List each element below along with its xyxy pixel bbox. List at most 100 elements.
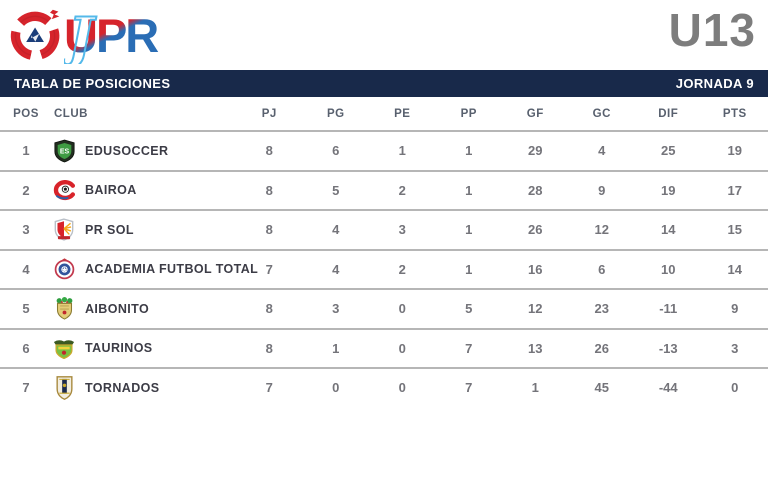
tornados-badge xyxy=(52,374,76,401)
logo-wordmark: UPR J xyxy=(58,4,168,70)
svg-text:UPR: UPR xyxy=(64,9,158,62)
dif-cell: -44 xyxy=(658,380,678,396)
table-row: 3 PR SOL 8 4 3 1 26 12 14 15 xyxy=(0,211,768,251)
pts-cell: 19 xyxy=(727,143,742,159)
pts-cell: 3 xyxy=(731,340,739,356)
col-header-pj: PJ xyxy=(261,107,277,120)
gc-cell: 26 xyxy=(594,340,609,356)
position-cell: 2 xyxy=(22,182,30,198)
club-name: PR SOL xyxy=(85,222,134,237)
club-name: BAIROA xyxy=(85,183,137,198)
gf-cell: 12 xyxy=(528,301,543,317)
club-name: EDUSOCCER xyxy=(85,143,169,158)
pj-cell: 8 xyxy=(265,143,273,159)
pp-cell: 7 xyxy=(465,380,473,396)
pp-cell: 5 xyxy=(465,301,473,317)
dif-cell: -11 xyxy=(659,301,678,317)
col-header-pe: PE xyxy=(394,107,411,120)
table-row: 2 BAIROA 8 5 2 1 28 9 19 17 xyxy=(0,172,768,211)
pg-cell: 0 xyxy=(332,380,340,396)
title-bar: TABLA DE POSICIONES JORNADA 9 xyxy=(0,70,768,97)
standings-table-body: 1 ES EDUSOCCER 8 6 1 1 29 4 25 19 2 BAIR… xyxy=(0,132,768,407)
dif-cell: 14 xyxy=(661,222,676,238)
club-cell: AIBONITO xyxy=(52,295,236,322)
pp-cell: 1 xyxy=(465,143,473,159)
position-cell: 3 xyxy=(22,222,30,238)
pe-cell: 1 xyxy=(398,143,406,159)
col-header-pg: PG xyxy=(326,107,345,120)
pe-cell: 0 xyxy=(398,340,406,356)
gf-cell: 29 xyxy=(528,143,543,159)
position-cell: 7 xyxy=(22,380,30,396)
position-cell: 5 xyxy=(22,301,30,317)
club-cell: ACADEMIA FUTBOL TOTAL xyxy=(52,256,258,283)
col-header-pos: POS xyxy=(13,107,39,120)
pg-cell: 3 xyxy=(332,301,340,317)
pts-cell: 17 xyxy=(727,182,742,198)
pj-cell: 8 xyxy=(265,340,273,356)
gf-cell: 1 xyxy=(531,380,539,396)
pg-cell: 5 xyxy=(332,182,340,198)
club-name: TORNADOS xyxy=(85,380,160,395)
pts-cell: 14 xyxy=(727,261,742,277)
col-header-club: CLUB xyxy=(54,107,88,120)
pj-cell: 8 xyxy=(265,182,273,198)
table-title: TABLA DE POSICIONES xyxy=(14,76,171,91)
gf-cell: 26 xyxy=(528,222,543,238)
club-cell: TORNADOS xyxy=(52,374,236,401)
position-cell: 4 xyxy=(22,261,30,277)
club-name: TAURINOS xyxy=(85,341,153,356)
page-header: UPR J U13 xyxy=(0,0,768,70)
jornada-label: JORNADA 9 xyxy=(675,76,754,91)
gf-cell: 28 xyxy=(528,182,543,198)
taurinos-badge xyxy=(52,335,76,362)
pj-cell: 7 xyxy=(265,380,273,396)
position-cell: 6 xyxy=(22,340,30,356)
table-row: 7 TORNADOS 7 0 0 7 1 45 -44 0 xyxy=(0,369,768,407)
gc-cell: 45 xyxy=(594,380,609,396)
table-row: 6 TAURINOS 8 1 0 7 13 26 -13 3 xyxy=(0,330,768,369)
dif-cell: 19 xyxy=(661,182,676,198)
pts-cell: 0 xyxy=(731,380,739,396)
club-name: ACADEMIA FUTBOL TOTAL xyxy=(85,262,259,277)
gc-cell: 6 xyxy=(598,261,606,277)
pp-cell: 1 xyxy=(465,261,473,277)
club-name: AIBONITO xyxy=(85,301,150,316)
gc-cell: 23 xyxy=(594,301,609,317)
pe-cell: 3 xyxy=(398,222,406,238)
pg-cell: 4 xyxy=(332,222,340,238)
pts-cell: 15 xyxy=(727,222,742,238)
table-row: 5 AIBONITO 8 3 0 5 12 23 -11 9 xyxy=(0,290,768,330)
pts-cell: 9 xyxy=(731,301,739,317)
position-cell: 1 xyxy=(22,143,30,159)
club-cell: PR SOL xyxy=(52,216,236,243)
club-cell: TAURINOS xyxy=(52,335,236,362)
pp-cell: 7 xyxy=(465,340,473,356)
gf-cell: 16 xyxy=(528,261,543,277)
category-label: U13 xyxy=(668,4,756,56)
col-header-gc: GC xyxy=(592,107,611,120)
table-row: 1 ES EDUSOCCER 8 6 1 1 29 4 25 19 xyxy=(0,132,768,172)
pe-cell: 0 xyxy=(398,380,406,396)
pp-cell: 1 xyxy=(465,222,473,238)
pj-cell: 8 xyxy=(265,301,273,317)
gc-cell: 9 xyxy=(598,182,606,198)
edusoccer-badge: ES xyxy=(52,137,76,164)
svg-text:ES: ES xyxy=(59,148,69,155)
svg-text:J: J xyxy=(64,6,97,64)
col-header-dif: DIF xyxy=(658,107,679,120)
col-header-pts: PTS xyxy=(722,107,747,120)
club-cell: BAIROA xyxy=(52,177,236,204)
col-header-pp: PP xyxy=(460,107,477,120)
pp-cell: 1 xyxy=(465,182,473,198)
pg-cell: 1 xyxy=(332,340,340,356)
aibonito-badge xyxy=(52,295,76,322)
dif-cell: 10 xyxy=(661,261,676,277)
pj-cell: 7 xyxy=(265,261,273,277)
pj-cell: 8 xyxy=(265,222,273,238)
pe-cell: 0 xyxy=(398,301,406,317)
pg-cell: 4 xyxy=(332,261,340,277)
pe-cell: 2 xyxy=(398,182,406,198)
dif-cell: -13 xyxy=(658,340,678,356)
pr-sol-badge xyxy=(52,216,76,243)
